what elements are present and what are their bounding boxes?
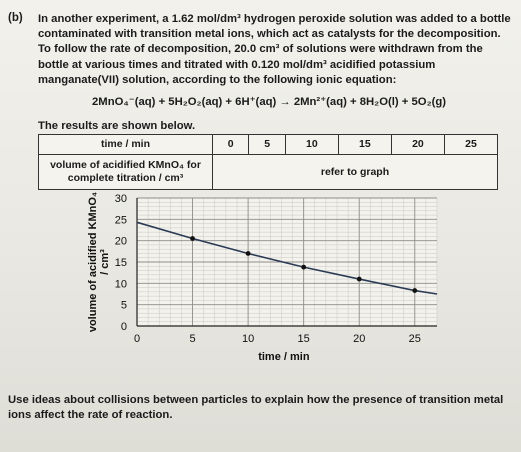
x-axis-title: time / min (258, 351, 310, 363)
x-tick-label: 20 (353, 333, 365, 345)
refer-to-graph-cell: refer to graph (212, 154, 498, 190)
volume-header-line1: volume of acidified KMnO₄ for (50, 159, 201, 172)
y-tick-label: 5 (121, 300, 127, 312)
y-axis-unit: / cm³ (99, 249, 111, 275)
x-tick-label: 10 (242, 333, 254, 345)
data-point (412, 288, 418, 293)
question-intro: In another experiment, a 1.62 mol/dm³ hy… (38, 13, 511, 86)
results-caption: The results are shown below. (38, 120, 196, 132)
data-point (245, 251, 251, 256)
time-cell: 5 (248, 133, 286, 156)
data-point (356, 276, 362, 282)
x-tick-label: 25 (409, 333, 421, 345)
titration-graph: 0 5 10 15 20 25 0 5 10 15 20 25 30 time / min volume o… (87, 192, 438, 363)
y-tick-label: 0 (121, 321, 127, 333)
volume-row: volume of acidified KMnO₄ for complete t… (38, 154, 498, 190)
volume-header-line2: complete titration / cm³ (67, 172, 184, 185)
ionic-equation: 2MnO₄⁻(aq) + 5H₂O₂(aq) + 6H⁺(aq) → 2Mn²⁺… (92, 96, 447, 108)
y-tick-label: 10 (115, 278, 127, 290)
time-row: time / min 0 5 10 15 20 25 (38, 133, 499, 156)
x-tick-label: 5 (189, 333, 195, 345)
time-row-header: time / min (38, 133, 213, 156)
time-cell: 10 (284, 133, 339, 156)
time-cell: 20 (390, 133, 445, 156)
y-tick-label: 20 (115, 236, 127, 248)
time-cell: 25 (443, 133, 499, 156)
results-table: time / min 0 5 10 15 20 25 volume of aci… (38, 133, 499, 190)
question-letter: (b) (8, 12, 23, 24)
data-point (190, 236, 195, 241)
x-tick-label: 15 (298, 333, 310, 345)
data-point (301, 264, 307, 270)
x-tick-label: 0 (134, 333, 140, 345)
y-tick-label: 30 (115, 193, 127, 205)
volume-row-header: volume of acidified KMnO₄ for complete t… (38, 154, 213, 190)
time-cell: 15 (337, 133, 392, 156)
question-prompt: Use ideas about collisions between parti… (8, 394, 504, 421)
y-axis-title: volume of acidified KMnO₄ (87, 192, 99, 332)
y-tick-label: 15 (115, 257, 127, 269)
y-tick-label: 25 (115, 214, 127, 226)
time-cell: 0 (211, 133, 250, 156)
